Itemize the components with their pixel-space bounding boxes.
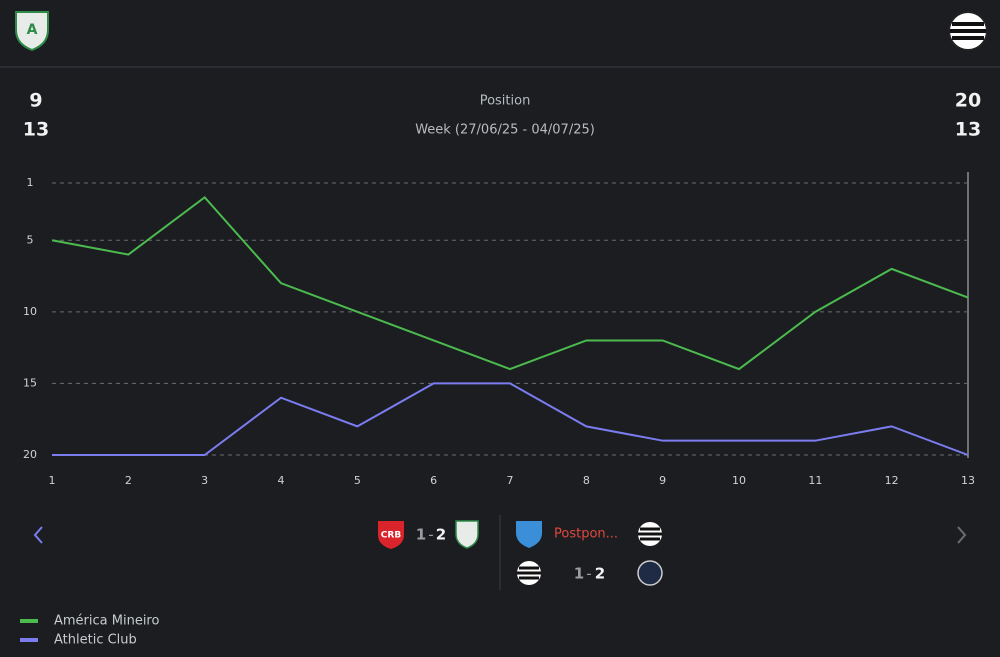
- x-tick-label: 1: [49, 474, 56, 487]
- x-tick-label: 6: [430, 474, 437, 487]
- x-tick-label: 5: [354, 474, 361, 487]
- team-logo: [637, 560, 663, 586]
- y-tick-label: 15: [23, 376, 37, 389]
- prev-arrow[interactable]: [33, 526, 43, 544]
- score: 1: [574, 565, 584, 583]
- legend-swatch: [20, 619, 38, 623]
- team-logo: [378, 521, 404, 549]
- team-logo: [455, 520, 479, 549]
- home-week: 13: [23, 119, 49, 141]
- x-tick-label: 10: [732, 474, 746, 487]
- legend-swatch: [20, 638, 38, 642]
- x-tick-label: 11: [808, 474, 822, 487]
- home-position: 9: [29, 90, 42, 112]
- y-tick-label: 20: [23, 448, 37, 461]
- x-tick-label: 13: [961, 474, 975, 487]
- x-tick-label: 3: [201, 474, 208, 487]
- away-position: 20: [955, 90, 981, 112]
- series-line: [52, 382, 969, 456]
- away-logo[interactable]: [948, 11, 988, 51]
- team-logo-text: CRB: [381, 531, 402, 541]
- legend-label: Athletic Club: [54, 633, 137, 648]
- x-tick-label: 9: [659, 474, 666, 487]
- team-logo: [516, 521, 542, 548]
- series-line: [51, 195, 969, 371]
- x-tick-label: 4: [278, 474, 285, 487]
- match-card[interactable]: CRB 1 - 2: [378, 520, 479, 549]
- y-tick-label: 5: [27, 233, 34, 246]
- chart-title: Position: [480, 94, 531, 109]
- score-separator: -: [428, 526, 433, 544]
- x-tick-label: 8: [583, 474, 590, 487]
- chart-subtitle: Week (27/06/25 - 04/07/25): [415, 123, 595, 138]
- score: 2: [436, 526, 446, 544]
- match-status: Postpon...: [554, 527, 618, 542]
- score: 2: [595, 565, 605, 583]
- home-logo[interactable]: A: [15, 11, 49, 52]
- next-arrow[interactable]: [957, 526, 967, 544]
- y-tick-label: 1: [27, 176, 34, 189]
- y-tick-label: 10: [23, 305, 37, 318]
- legend-label: América Mineiro: [54, 614, 159, 629]
- score: 1: [416, 526, 426, 544]
- x-tick-label: 12: [885, 474, 899, 487]
- x-tick-label: 7: [507, 474, 514, 487]
- match-card[interactable]: Postpon...: [516, 521, 662, 548]
- svg-text:A: A: [27, 22, 38, 38]
- match-card[interactable]: 1 - 2: [517, 560, 663, 586]
- score-separator: -: [586, 565, 591, 583]
- x-tick-label: 2: [125, 474, 132, 487]
- away-week: 13: [955, 119, 981, 141]
